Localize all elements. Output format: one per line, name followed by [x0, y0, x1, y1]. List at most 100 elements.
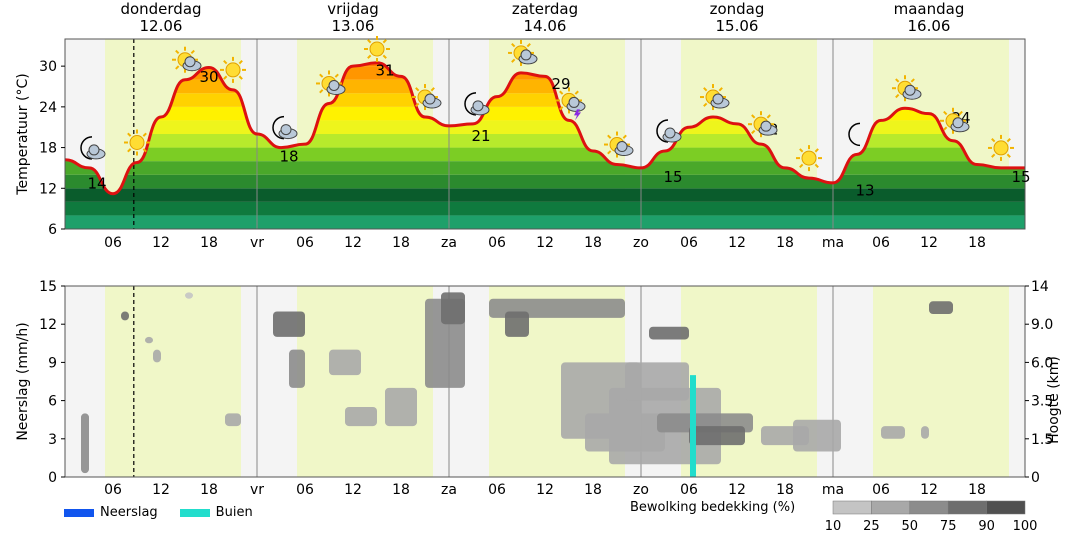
- height-y-tick-label: 6.0: [1031, 355, 1053, 371]
- rain-x-tick-label: 18: [776, 482, 794, 498]
- day-name: maandag: [894, 0, 965, 18]
- sun-ray: [703, 102, 708, 107]
- day-name: zondag: [710, 0, 765, 18]
- night-band: [241, 286, 257, 477]
- sun-ray: [526, 43, 531, 48]
- temp-value-label: 31: [375, 61, 394, 79]
- temp-x-tick-label: 06: [872, 235, 890, 251]
- sun-cloud-icon: [748, 111, 778, 138]
- sun-ray: [607, 150, 612, 155]
- cloud-cover-cell: [441, 292, 465, 325]
- sun-ray: [430, 87, 435, 92]
- rain-y-tick-label: 9: [48, 355, 57, 371]
- temperature-band: [65, 161, 1025, 175]
- moon-cloud-icon: [656, 119, 682, 143]
- sun-ray: [910, 78, 915, 83]
- bottom-plot-frame: [64, 285, 1026, 478]
- sun-ray: [127, 148, 132, 153]
- sun-ray: [238, 59, 243, 65]
- temp-x-tick-label: 12: [536, 235, 554, 251]
- sun-ray: [1006, 138, 1011, 143]
- day-date: 14.06: [524, 17, 567, 35]
- rain-y-tick-label: 12: [39, 317, 57, 333]
- rain-x-tick-label: za: [441, 482, 457, 498]
- legend-rain-swatch: [64, 508, 94, 517]
- moon-shape: [848, 122, 861, 147]
- sun-ray: [559, 90, 564, 95]
- cloud-legend-label: 75: [940, 519, 957, 534]
- cloud-legend-title: Bewolking bedekking (%): [630, 500, 796, 515]
- rain-x-tick-label: 12: [536, 482, 554, 498]
- sun-cloud-icon: [508, 39, 538, 66]
- sun-ray: [799, 148, 804, 153]
- temp-value-label: 15: [663, 168, 682, 186]
- sun-ray: [559, 106, 564, 111]
- temp-x-tick-label: 06: [488, 235, 506, 251]
- cloud-legend-swatch: [909, 500, 949, 515]
- temperature-band: [65, 120, 1025, 134]
- cloud-cover-cell: [81, 413, 89, 474]
- rain-x-tick-label: zo: [633, 482, 649, 498]
- day-date: 12.06: [140, 17, 183, 35]
- rain-y-axis-label: Neerslag (mm/h): [15, 322, 31, 440]
- sun-ray: [382, 39, 387, 44]
- height-y-tick-label: 9.0: [1031, 317, 1053, 333]
- sun-ray: [175, 65, 180, 70]
- temp-y-tick-label: 24: [39, 100, 57, 116]
- cloud-cover-cell: [121, 311, 129, 321]
- sun-ray: [127, 132, 132, 137]
- sun-cloud-icon: [172, 46, 202, 73]
- sun-ray: [367, 39, 372, 44]
- cloud-shape: [184, 56, 196, 68]
- sun-disc: [225, 62, 241, 78]
- sun-cloud-icon: [412, 84, 442, 111]
- cloud-shape: [904, 84, 916, 96]
- cloud-shape: [280, 124, 292, 136]
- cloud-legend-swatch: [871, 500, 911, 515]
- temp-x-tick-label: 12: [152, 235, 170, 251]
- legend-rain: Neerslag: [64, 505, 158, 520]
- moon-cloud-icon: [272, 115, 298, 140]
- sun-ray: [319, 89, 324, 94]
- cloud-legend-label: 10: [825, 519, 842, 534]
- night-band: [1009, 286, 1025, 477]
- sun-ray: [367, 54, 372, 59]
- temperature-band: [65, 134, 1025, 148]
- sun-ray: [703, 87, 708, 92]
- day-name: zaterdag: [512, 0, 578, 18]
- cloud-shape: [472, 100, 484, 112]
- temp-value-label: 29: [551, 75, 570, 93]
- cloud-cover-cell: [185, 292, 193, 299]
- temp-y-tick-label: 30: [39, 59, 57, 75]
- temp-y-tick-label: 12: [39, 181, 57, 197]
- temp-x-tick-label: zo: [633, 235, 649, 251]
- rain-y-tick-label: 3: [48, 432, 57, 448]
- showers-bar: [690, 375, 696, 477]
- temp-x-tick-label: 06: [296, 235, 314, 251]
- cloud-shape: [328, 79, 340, 91]
- sun-thunder-icon: [556, 87, 586, 121]
- temp-value-label: 13: [855, 182, 874, 200]
- sun-cloud-icon: [940, 107, 970, 134]
- cloud-cover-cell: [929, 301, 953, 315]
- top-plot-frame: [64, 38, 1026, 230]
- sun-ray: [175, 49, 180, 55]
- moon-cloud-icon: [464, 92, 490, 116]
- sun-ray: [943, 126, 948, 131]
- temp-x-tick-label: vr: [250, 235, 264, 251]
- cloud-shape: [952, 117, 964, 129]
- temperature-band: [65, 147, 1025, 162]
- sun-ray: [814, 163, 819, 169]
- temperature-band: [65, 201, 1025, 216]
- height-y-axis-label: Hoogte (km): [1046, 356, 1062, 444]
- temp-value-label: 30: [199, 68, 218, 86]
- temp-y-tick-label: 18: [39, 141, 57, 157]
- cloud-shape: [520, 49, 532, 61]
- temperature-band: [65, 174, 1025, 189]
- sun-cloud-icon: [316, 70, 346, 97]
- day-date: 16.06: [908, 17, 951, 35]
- cloud-shape: [568, 96, 580, 108]
- temp-x-tick-label: 18: [392, 235, 410, 251]
- temp-x-tick-label: ma: [822, 235, 844, 251]
- cloud-legend-swatch: [832, 500, 872, 515]
